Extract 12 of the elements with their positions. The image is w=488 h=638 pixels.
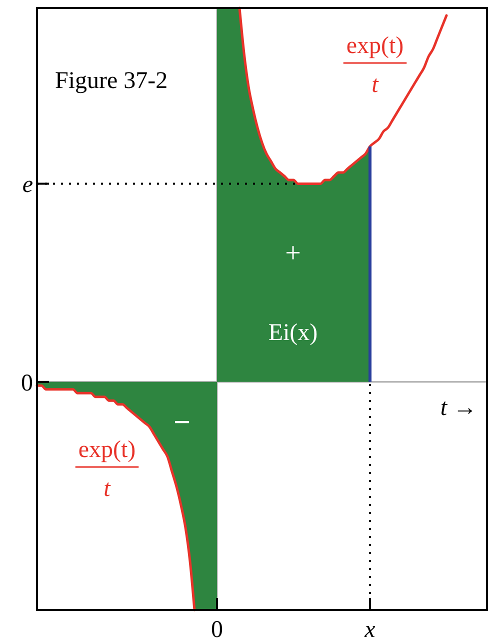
annotation: t bbox=[104, 476, 112, 502]
ref-line-label: 0 bbox=[21, 370, 33, 396]
annotation: Ei(x) bbox=[268, 320, 318, 346]
ref-line-label: e bbox=[22, 172, 34, 198]
annotation: t bbox=[372, 72, 380, 98]
annotation: exp(t) bbox=[346, 33, 404, 59]
annotation: exp(t) bbox=[78, 437, 136, 463]
annotation: + bbox=[285, 238, 301, 269]
x-tick-label: x bbox=[364, 616, 376, 638]
annotation: Figure 37-2 bbox=[55, 68, 168, 94]
x-axis-title: t → bbox=[440, 394, 477, 421]
annotation: − bbox=[173, 406, 191, 439]
